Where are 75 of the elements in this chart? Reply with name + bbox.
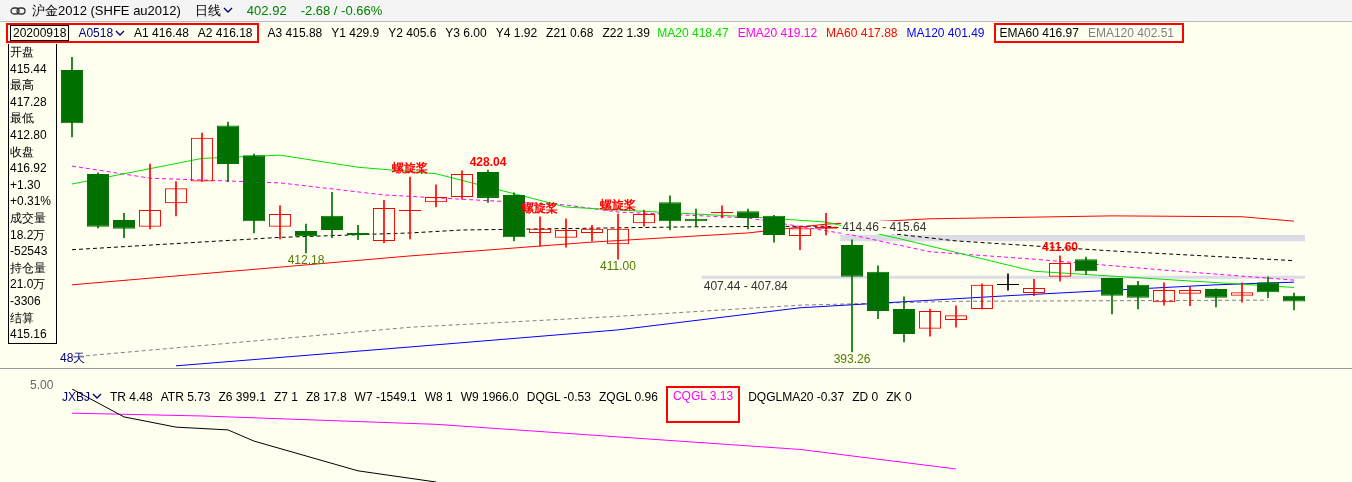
candlestick xyxy=(1126,280,1150,310)
rectangle-outline: 20200918 A0518 A1 416.48 A2 416.18 xyxy=(6,23,259,43)
text: MA60 417.88 xyxy=(826,26,898,40)
candlestick xyxy=(476,169,500,203)
candlestick xyxy=(1100,277,1124,315)
text: +0.31% xyxy=(10,193,53,210)
candlestick xyxy=(840,239,864,353)
annotation: 428.04 xyxy=(469,154,507,169)
text: A3 415.88 xyxy=(267,26,323,40)
text: Y2 405.6 xyxy=(388,26,437,40)
text: 日线 xyxy=(194,1,221,20)
annotation: Z6 399.1 xyxy=(218,389,266,404)
annotation: W9 1966.0 xyxy=(460,389,519,404)
rectangle-outline: CQGL 3.13 xyxy=(665,386,741,423)
candlestick xyxy=(398,176,422,240)
band-label: 414.46 - 415.64 xyxy=(842,220,927,235)
text: 412.80 xyxy=(10,126,48,144)
text: MA20 418.47 xyxy=(657,26,729,40)
text: -2.68 / -0.66% xyxy=(300,3,383,18)
candlestick xyxy=(1282,292,1306,311)
annotation: ATR 5.73 xyxy=(160,389,211,404)
text: 415.44 xyxy=(10,60,48,78)
candlestick xyxy=(216,121,240,183)
text: 417.28 xyxy=(10,93,48,111)
text: Z21 0.68 xyxy=(546,26,594,40)
candlestick xyxy=(112,212,136,238)
text: 成交量 xyxy=(10,209,47,227)
text: 持仓量 xyxy=(10,259,47,277)
text: 开盘 xyxy=(10,44,35,61)
text: 收盘 xyxy=(10,143,35,161)
band-label: 407.44 - 407.84 xyxy=(703,278,789,293)
text: Y3 6.00 xyxy=(445,26,487,40)
text: Y4 1.92 xyxy=(495,26,538,40)
rectangle-outline: EMA60 416.97 EMA120 402.51 xyxy=(993,23,1184,43)
text: -52543 xyxy=(10,243,49,260)
annotation: ZK 0 xyxy=(886,389,912,404)
text: 402.92 xyxy=(246,3,287,18)
text: 沪金2012 (SHFE au2012) xyxy=(32,1,181,20)
annotation: W8 1 xyxy=(424,389,453,404)
text: 结算 xyxy=(10,309,35,327)
annotation: CQGL 3.13 xyxy=(672,389,734,403)
text: 5.00 xyxy=(30,378,54,392)
text: 21.0万 xyxy=(10,276,47,293)
annotation: 411.60 xyxy=(1041,240,1079,255)
text: 最低 xyxy=(10,110,35,127)
candlestick xyxy=(736,208,760,230)
annotation: TR 4.48 xyxy=(110,389,153,404)
annotation: 411.00 xyxy=(600,259,637,274)
annotation: 螺旋桨 xyxy=(599,198,636,213)
annotation: Z7 1 xyxy=(273,389,298,404)
text: MA120 401.49 xyxy=(906,26,985,40)
text: -3306 xyxy=(10,292,42,310)
candlestick xyxy=(86,172,110,229)
annotation: ZD 0 xyxy=(852,389,879,404)
text: +1.30 xyxy=(10,176,42,194)
annotation: DQGL -0.53 xyxy=(526,389,591,404)
candlestick xyxy=(242,153,266,234)
candlestick xyxy=(996,273,1020,291)
candlestick xyxy=(1204,288,1228,308)
annotation: Z8 17.8 xyxy=(305,389,347,404)
text: 415.16 xyxy=(10,326,48,343)
candlestick xyxy=(658,195,682,231)
text: Y1 429.9 xyxy=(331,26,380,40)
annotation: ZQGL 0.96 xyxy=(598,389,658,404)
annotation: JXBJ xyxy=(62,389,91,404)
text: 416.92 xyxy=(10,160,48,177)
annotation: 412.18 xyxy=(287,253,325,268)
annotation: DQGLMA20 -0.37 xyxy=(748,389,845,404)
text: Z22 1.39 xyxy=(602,26,650,40)
annotation: W7 -1549.1 xyxy=(354,389,417,404)
text: EMA20 419.12 xyxy=(737,26,818,40)
text: 18.2万 xyxy=(10,226,47,244)
annotation: 393.26 xyxy=(833,352,871,367)
text: 最高 xyxy=(10,77,35,94)
annotation: 48天 xyxy=(60,350,86,367)
